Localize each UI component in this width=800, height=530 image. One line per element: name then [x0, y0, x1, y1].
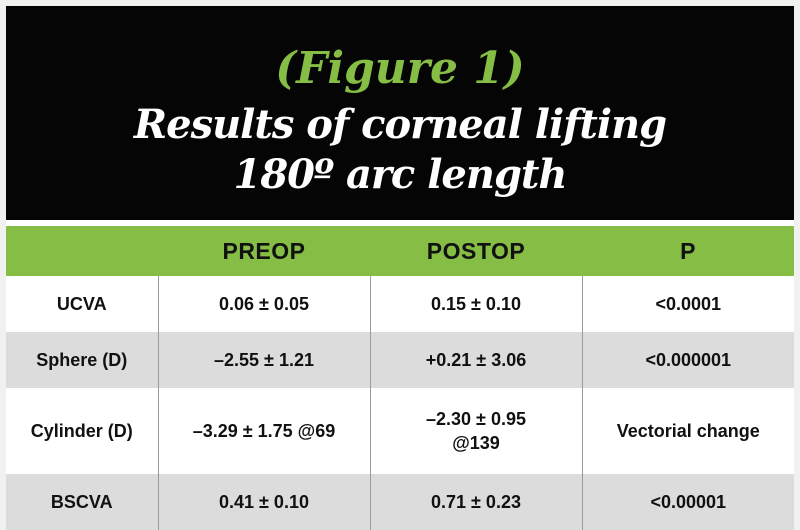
- table-row: Cylinder (D) –3.29 ± 1.75 @69 –2.30 ± 0.…: [6, 388, 794, 474]
- row-label: BSCVA: [6, 474, 158, 530]
- p-value: Vectorial change: [581, 388, 794, 474]
- preop-value: –2.55 ± 1.21: [157, 332, 370, 388]
- postop-value: –2.30 ± 0.95 @139: [369, 388, 582, 474]
- column-header-postop: POSTOP: [370, 226, 582, 276]
- preop-value: –3.29 ± 1.75 @69: [157, 388, 370, 474]
- row-label: Sphere (D): [6, 332, 158, 388]
- postop-value: +0.21 ± 3.06: [369, 332, 582, 388]
- p-value: <0.000001: [581, 332, 794, 388]
- postop-value: 0.15 ± 0.10: [369, 276, 582, 332]
- figure-title-line-1: Results of corneal lifting: [133, 101, 667, 148]
- row-label: UCVA: [6, 276, 158, 332]
- figure-title-line-2: 180º arc length: [233, 151, 568, 198]
- figure-header: (Figure 1) Results of corneal lifting 18…: [6, 6, 794, 220]
- results-table: PREOP POSTOP P UCVA 0.06 ± 0.05 0.15 ± 0…: [6, 226, 794, 530]
- table-row: BSCVA 0.41 ± 0.10 0.71 ± 0.23 <0.00001: [6, 474, 794, 530]
- postop-value-line-1: –2.30 ± 0.95: [426, 409, 526, 429]
- p-value: <0.0001: [581, 276, 794, 332]
- preop-value: 0.06 ± 0.05: [157, 276, 370, 332]
- p-value: <0.00001: [581, 474, 794, 530]
- figure-label: (Figure 1): [275, 43, 525, 94]
- preop-value: 0.41 ± 0.10: [157, 474, 370, 530]
- postop-value: 0.71 ± 0.23: [369, 474, 582, 530]
- column-header-p: P: [582, 226, 794, 276]
- table-row: UCVA 0.06 ± 0.05 0.15 ± 0.10 <0.0001: [6, 276, 794, 332]
- row-label: Cylinder (D): [6, 388, 158, 474]
- column-header-label: [6, 226, 158, 276]
- table-header-row: PREOP POSTOP P: [6, 226, 794, 276]
- postop-value-line-2: @139: [452, 433, 500, 453]
- table-row: Sphere (D) –2.55 ± 1.21 +0.21 ± 3.06 <0.…: [6, 332, 794, 388]
- column-header-preop: PREOP: [158, 226, 370, 276]
